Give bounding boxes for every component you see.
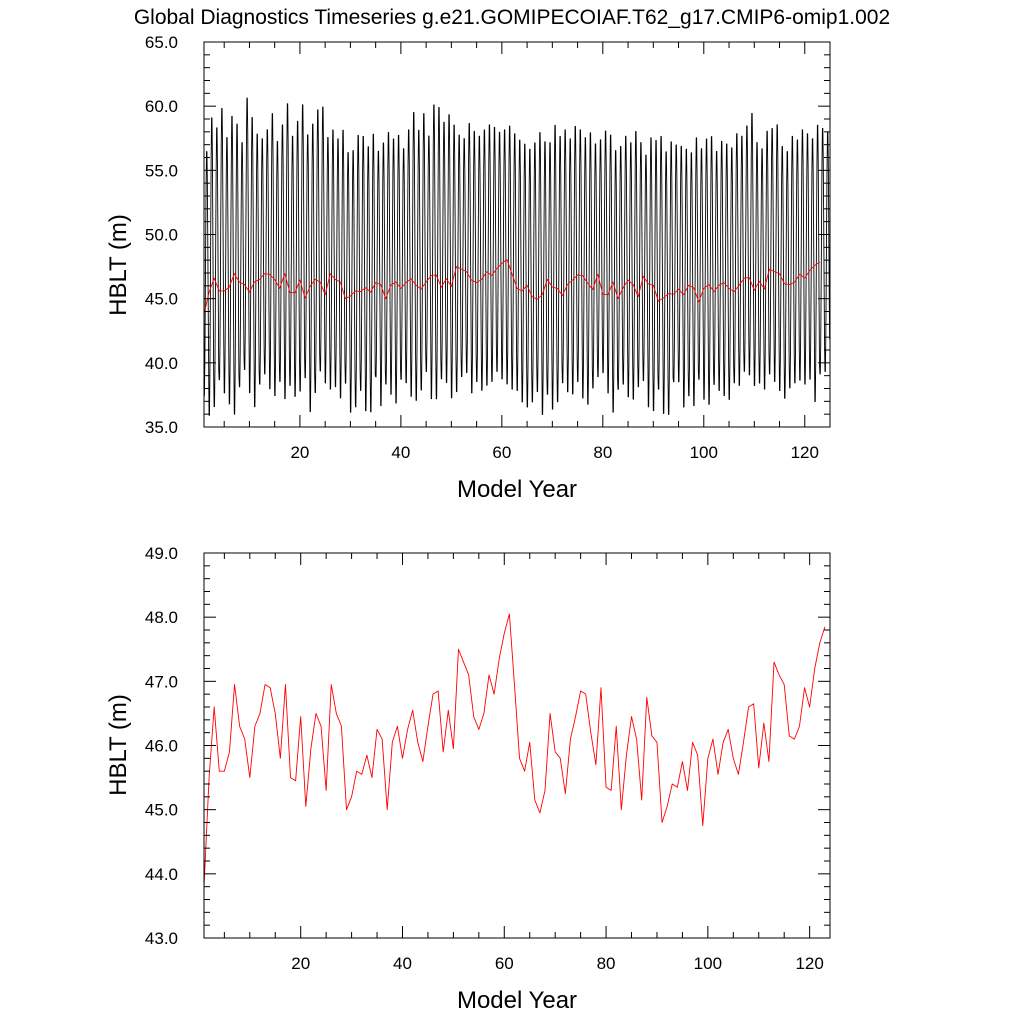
y-tick-label: 65.0 [145,33,178,52]
y-tick-label: 46.0 [145,737,178,756]
x-axis-title: Model Year [457,987,577,1014]
top-panel: 20 40 60 80 100 120 35.0 40.0 45.0 50.0 55.0 60.0 65… [105,33,831,503]
x-tick-label: 120 [791,443,819,462]
x-tick-label: 20 [291,954,310,973]
x-tick-label: 100 [690,443,718,462]
y-tick-label: 35.0 [145,418,178,437]
y-tick-label: 60.0 [145,97,178,116]
plot-frame [203,552,831,939]
y-tick-label: 47.0 [145,672,178,691]
figure-title: Global Diagnostics Timeseries g.e21.GOMI… [134,6,890,29]
y-tick-label: 44.0 [145,865,178,884]
x-tick-label: 60 [492,443,511,462]
x-axis-title: Model Year [457,476,577,503]
y-tick-label: 50.0 [145,226,178,245]
bottom-panel: 20 40 60 80 100 120 43.0 44.0 45.0 46.0 47.0 48.0 49… [105,544,831,1014]
y-axis-title: HBLT (m) [105,214,132,316]
x-tick-label: 40 [393,954,412,973]
x-tick-label: 80 [597,954,616,973]
y-tick-label: 45.0 [145,290,178,309]
y-tick-label: 48.0 [145,608,178,627]
annual-mean-series-line [203,259,821,315]
annual-mean-series-line [203,613,826,887]
x-tick-label: 100 [694,954,722,973]
x-tick-label: 20 [290,443,309,462]
y-tick-label: 49.0 [145,544,178,563]
x-tick-label: 80 [593,443,612,462]
y-axis-title: HBLT (m) [105,694,132,796]
x-tick-label: 60 [495,954,514,973]
y-tick-label: 45.0 [145,801,178,820]
monthly-series-line [203,97,831,416]
y-tick-label: 55.0 [145,161,178,180]
y-tick-label: 43.0 [145,929,178,948]
y-tick-label: 40.0 [145,354,178,373]
x-tick-label: 40 [391,443,410,462]
x-tick-label: 120 [795,954,823,973]
